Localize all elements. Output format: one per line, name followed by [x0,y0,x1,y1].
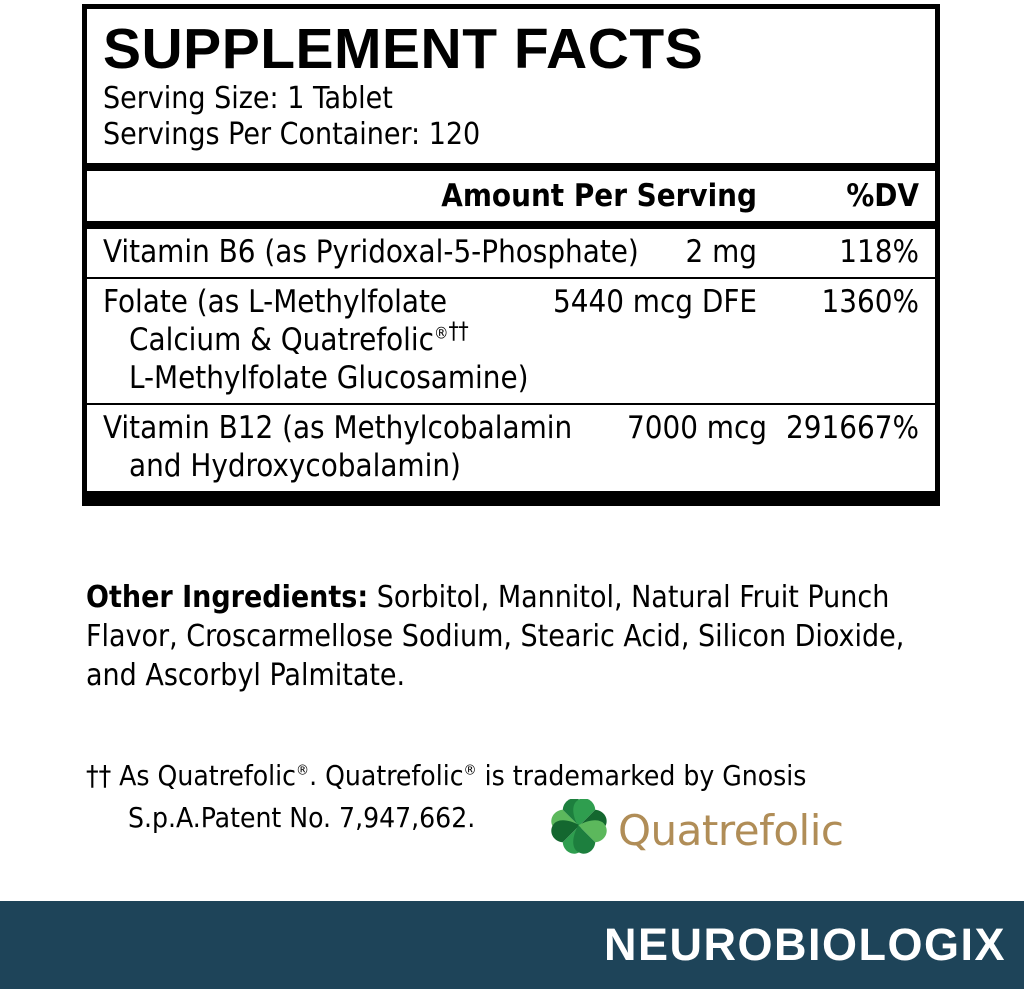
brand-bar: NEUROBIOLOGIX [0,901,1024,989]
four-leaf-clover-icon [550,797,612,862]
nutrient-name-line-1: Folate (as L-Methylfolate [103,284,448,320]
serving-info: Serving Size: 1 Tablet Servings Per Cont… [103,81,919,163]
other-ingredients-text: Sorbitol, Mannitol, Natural Fruit Punch … [86,580,905,693]
registered-trademark-icon: ® [296,761,310,779]
divider-thin-1 [87,277,935,279]
amount-per-serving-header: Amount Per Serving [441,178,757,214]
nutrient-name-line-2: and Hydroxycobalamin) [129,448,461,484]
panel-inner: SUPPLEMENT FACTS Serving Size: 1 Tablet … [87,9,935,501]
serving-size: Serving Size: 1 Tablet [103,81,393,116]
footnote-line-2: S.p.A.Patent No. 7,947,662. [128,801,476,834]
nutrient-name-line-1: Vitamin B12 (as Methylcobalamin [103,410,573,446]
divider-thick-top [87,163,935,171]
nutrient-name: Vitamin B6 (as Pyridoxal-5-Phosphate) [103,234,639,270]
registered-trademark-icon: ® [434,323,449,343]
divider-thick-header-bottom [87,221,935,229]
nutrient-dv: 118% [839,234,919,270]
table-row: Vitamin B6 (as Pyridoxal-5-Phosphate) 2 … [103,229,919,277]
nutrient-amount: 2 mg [685,234,757,270]
table-column-headers: Amount Per Serving %DV [103,171,919,221]
supplement-facts-panel: SUPPLEMENT FACTS Serving Size: 1 Tablet … [82,4,940,506]
other-ingredients-block: Other Ingredients: Sorbitol, Mannitol, N… [86,578,916,695]
registered-trademark-icon: ® [463,761,477,779]
footnote-line-1-a: †† As Quatrefolic [86,759,296,792]
nutrient-name-line-2-text: Calcium & Quatrefolic [129,322,435,358]
table-row: Folate (as L-Methylfolate Calcium & Quat… [103,279,919,403]
servings-per-container: Servings Per Container: 120 [103,117,481,152]
nutrient-dv: 1360% [821,284,919,320]
nutrient-name-line-3: L-Methylfolate Glucosamine) [129,360,529,396]
nutrient-amount: 5440 mcg DFE [552,284,757,320]
brand-name: NEUROBIOLOGIX [603,919,1006,970]
divider-thick-bottom [87,491,935,501]
other-ingredients-label: Other Ingredients: [86,580,369,615]
divider-thin-2 [87,403,935,405]
nutrient-name: Vitamin B12 (as Methylcobalamin and Hydr… [103,409,627,485]
quatrefolic-logo: Quatrefolic [550,797,870,862]
percent-dv-header: %DV [846,178,919,214]
footnote-line-1: †† As Quatrefolic®. Quatrefolic® is trad… [86,755,946,797]
double-dagger-icon: †† [448,318,469,345]
footnote-line-1-c: is trademarked by Gnosis [476,759,807,792]
footnote-line-1-b: . Quatrefolic [309,759,464,792]
nutrient-dv: 291667% [786,410,919,446]
nutrient-name: Folate (as L-Methylfolate Calcium & Quat… [103,283,553,397]
trademark-footnote: †† As Quatrefolic®. Quatrefolic® is trad… [86,755,946,839]
nutrient-name-line-2: Calcium & Quatrefolic®†† [103,318,553,359]
quatrefolic-wordmark: Quatrefolic [618,806,844,855]
table-row: Vitamin B12 (as Methylcobalamin and Hydr… [103,405,919,491]
page-title: SUPPLEMENT FACTS [103,17,704,81]
nutrient-amount: 7000 mcg [626,410,767,446]
